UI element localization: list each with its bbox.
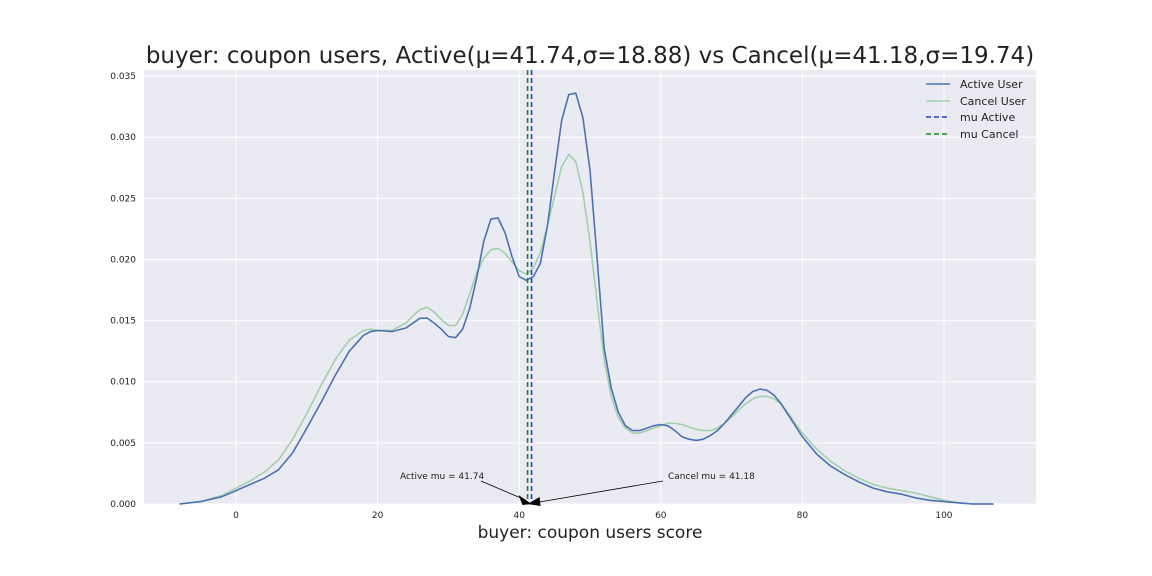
legend-label-cancel: Cancel User [960, 95, 1026, 108]
x-tick-label: 0 [233, 511, 239, 521]
annotation-arrowhead-active [518, 495, 532, 505]
annotation-cancel-mu: Cancel mu = 41.18 [668, 472, 755, 482]
x-tick-label: 100 [935, 511, 952, 521]
y-tick-label: 0.035 [110, 72, 136, 82]
series-layer [179, 92, 994, 505]
x-tick-label: 40 [513, 511, 525, 521]
y-tick-label: 0.030 [110, 133, 136, 143]
legend-label-mu-cancel: mu Cancel [960, 128, 1018, 141]
annotation-arrowhead-cancel [527, 497, 541, 506]
y-tick-label: 0.020 [110, 255, 136, 265]
annotation-active-mu: Active mu = 41.74 [400, 472, 484, 482]
y-tick-label: 0.015 [110, 317, 136, 327]
x-axis-label: buyer: coupon users score [478, 523, 703, 543]
tick-labels: 0 20 40 60 80 100 0.000 0.005 0.010 0.015 0.020 0.0… [110, 72, 953, 521]
legend: Active User Cancel User mu Active mu Can… [926, 78, 1026, 141]
chart-title: buyer: coupon users, Active(μ=41.74,σ=18… [146, 43, 1034, 69]
annotation-arrow-line-active [480, 480, 526, 501]
x-tick-label: 20 [372, 511, 384, 521]
annotation-arrow-line-cancel [533, 480, 664, 504]
y-tick-label: 0.025 [110, 194, 136, 204]
legend-label-active: Active User [960, 78, 1023, 91]
y-tick-label: 0.000 [110, 500, 136, 510]
legend-label-mu-active: mu Active [960, 111, 1015, 124]
y-tick-label: 0.010 [110, 378, 136, 388]
series-line-active-user [179, 92, 994, 505]
grid [144, 70, 1036, 505]
x-tick-label: 60 [655, 511, 667, 521]
mean-lines [526, 70, 533, 504]
annotations [480, 480, 664, 506]
plot-background [144, 70, 1036, 504]
x-tick-label: 80 [797, 511, 809, 521]
y-tick-label: 0.005 [110, 439, 136, 449]
